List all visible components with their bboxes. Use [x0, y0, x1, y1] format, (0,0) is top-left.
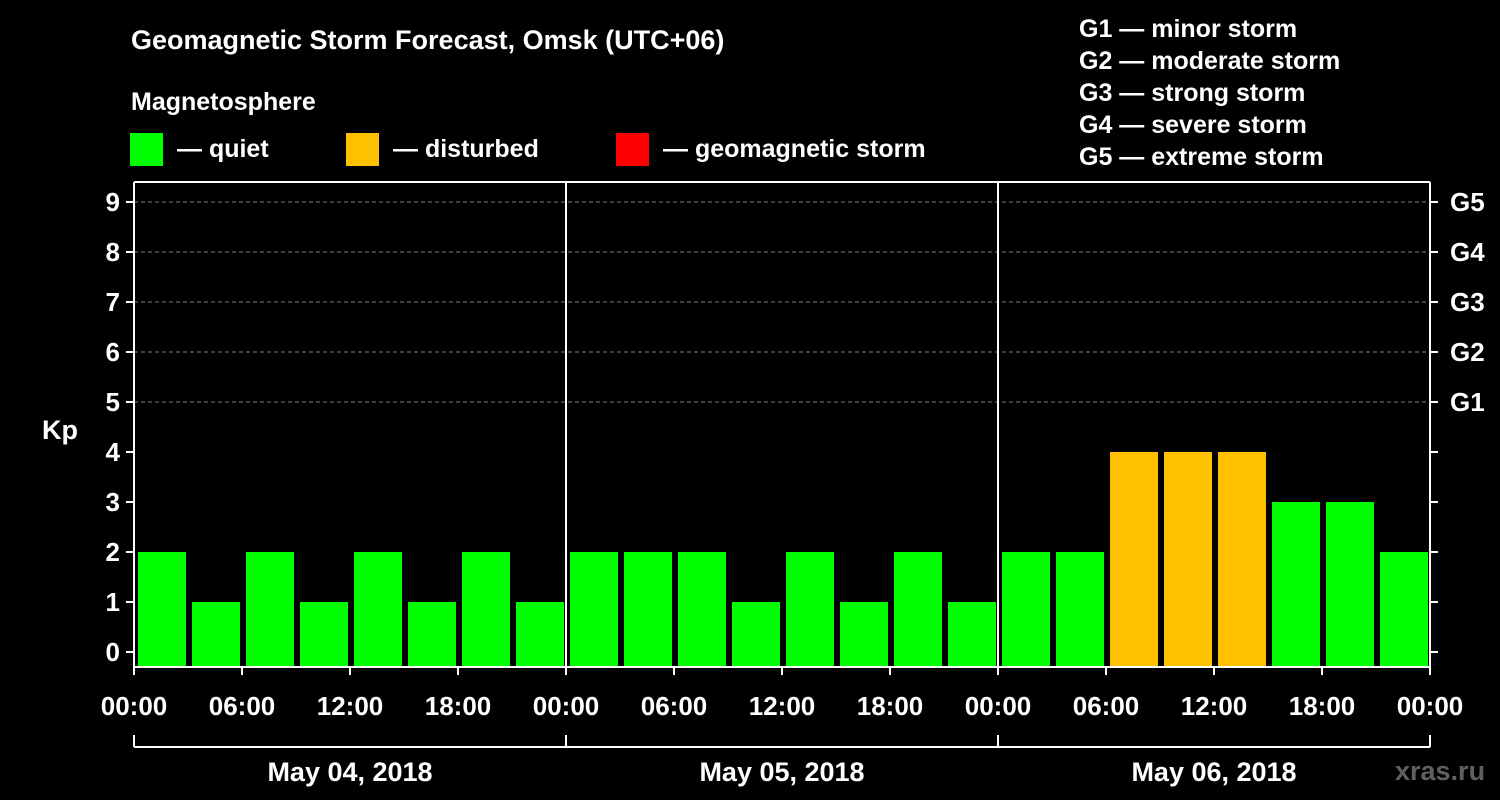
- x-tick-label-6: 12:00: [749, 691, 816, 721]
- watermark: xras.ru: [1395, 756, 1485, 786]
- g-level-label-G1: G1: [1450, 387, 1485, 417]
- y-tick-label-6: 6: [106, 337, 120, 367]
- g-level-label-G2: G2: [1450, 337, 1485, 367]
- kp-bar-12: [786, 552, 834, 667]
- x-tick-label-3: 18:00: [425, 691, 492, 721]
- g-level-label-G4: G4: [1450, 237, 1485, 267]
- kp-bar-8: [570, 552, 618, 667]
- y-tick-label-9: 9: [106, 187, 120, 217]
- kp-bar-18: [1110, 452, 1158, 667]
- kp-bar-17: [1056, 552, 1104, 667]
- y-tick-label-3: 3: [106, 487, 120, 517]
- kp-bar-7: [516, 602, 564, 667]
- kp-bar-23: [1380, 552, 1428, 667]
- x-tick-label-4: 00:00: [533, 691, 600, 721]
- kp-bar-1: [192, 602, 240, 667]
- x-tick-label-12: 00:00: [1397, 691, 1464, 721]
- kp-bar-21: [1272, 502, 1320, 667]
- x-tick-label-5: 06:00: [641, 691, 708, 721]
- kp-bar-4: [354, 552, 402, 667]
- legend-title: Magnetosphere: [131, 88, 316, 116]
- x-tick-label-2: 12:00: [317, 691, 384, 721]
- g-scale-4: G4 — severe storm: [1079, 111, 1307, 139]
- legend-swatch-storm: [616, 133, 649, 166]
- x-tick-label-9: 06:00: [1073, 691, 1140, 721]
- day-label-2: May 06, 2018: [1131, 757, 1296, 787]
- y-tick-label-5: 5: [106, 387, 120, 417]
- x-tick-label-0: 00:00: [101, 691, 168, 721]
- day-label-1: May 05, 2018: [699, 757, 864, 787]
- g-scale-3: G3 — strong storm: [1079, 79, 1305, 107]
- kp-bar-10: [678, 552, 726, 667]
- chart-title: Geomagnetic Storm Forecast, Omsk (UTC+06…: [131, 25, 724, 55]
- x-tick-label-7: 18:00: [857, 691, 924, 721]
- x-tick-label-8: 00:00: [965, 691, 1032, 721]
- x-tick-label-11: 18:00: [1289, 691, 1356, 721]
- kp-bar-9: [624, 552, 672, 667]
- kp-bar-20: [1218, 452, 1266, 667]
- legend-swatch-quiet: [130, 133, 163, 166]
- kp-bar-0: [138, 552, 186, 667]
- kp-bar-16: [1002, 552, 1050, 667]
- legend-label-disturbed: — disturbed: [393, 135, 539, 163]
- kp-bar-19: [1164, 452, 1212, 667]
- kp-bar-2: [246, 552, 294, 667]
- y-tick-label-2: 2: [106, 537, 120, 567]
- y-tick-label-1: 1: [106, 587, 120, 617]
- y-tick-label-4: 4: [106, 437, 121, 467]
- kp-bar-5: [408, 602, 456, 667]
- day-label-0: May 04, 2018: [267, 757, 432, 787]
- g-level-label-G3: G3: [1450, 287, 1485, 317]
- kp-bar-14: [894, 552, 942, 667]
- g-scale-1: G1 — minor storm: [1079, 15, 1297, 43]
- kp-bar-15: [948, 602, 996, 667]
- kp-bar-3: [300, 602, 348, 667]
- legend-label-storm: — geomagnetic storm: [663, 135, 926, 163]
- legend-label-quiet: — quiet: [177, 135, 269, 163]
- y-tick-label-0: 0: [106, 637, 120, 667]
- y-axis-label: Kp: [42, 415, 78, 445]
- kp-bar-11: [732, 602, 780, 667]
- y-tick-label-7: 7: [106, 287, 120, 317]
- y-tick-label-8: 8: [106, 237, 120, 267]
- legend-swatch-disturbed: [346, 133, 379, 166]
- x-tick-label-10: 12:00: [1181, 691, 1248, 721]
- kp-bar-6: [462, 552, 510, 667]
- g-level-label-G5: G5: [1450, 187, 1485, 217]
- g-scale-5: G5 — extreme storm: [1079, 143, 1324, 171]
- g-scale-2: G2 — moderate storm: [1079, 47, 1340, 75]
- x-tick-label-1: 06:00: [209, 691, 276, 721]
- kp-bar-13: [840, 602, 888, 667]
- kp-bar-22: [1326, 502, 1374, 667]
